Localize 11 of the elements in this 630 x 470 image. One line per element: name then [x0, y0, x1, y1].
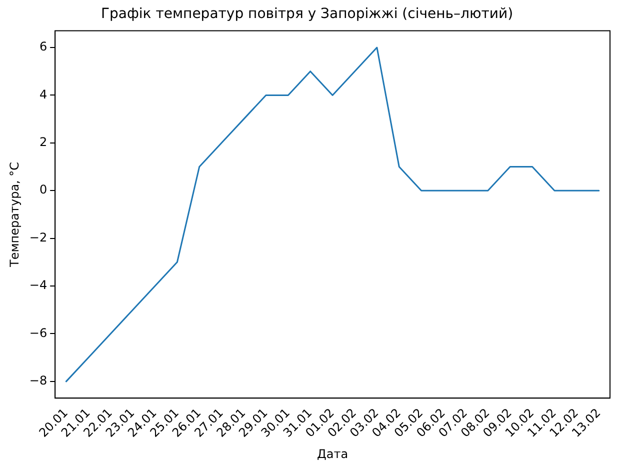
chart-title: Графік температур повітря у Запоріжжі (січень–лютий)	[100, 6, 514, 22]
y-tick-label: 4	[39, 87, 48, 102]
y-axis-title: Температура, °C	[7, 162, 22, 268]
y-tick-label: −4	[29, 278, 48, 292]
y-tick-label: 2	[39, 135, 48, 150]
y-tick-label: 6	[39, 40, 48, 54]
y-tick-label: 0	[39, 182, 48, 197]
y-tick-label: −8	[29, 374, 48, 388]
y-tick-label: −2	[29, 230, 48, 244]
x-axis-title: Дата	[317, 446, 348, 461]
y-tick-label: −6	[29, 326, 48, 340]
